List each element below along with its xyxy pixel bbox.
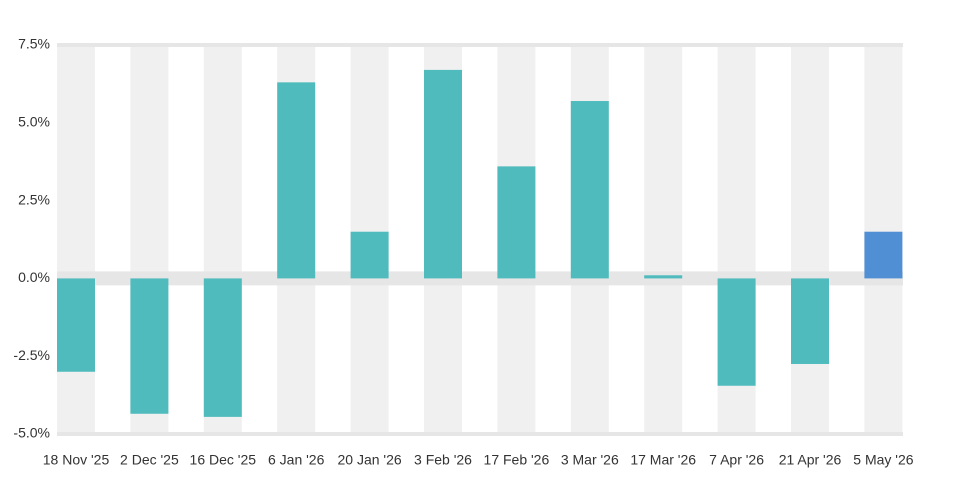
y-tick-label: -2.5% bbox=[13, 347, 50, 363]
x-tick-label: 3 Mar '26 bbox=[561, 452, 619, 468]
x-tick-label: 6 Jan '26 bbox=[268, 452, 325, 468]
x-tick-label: 5 May '26 bbox=[853, 452, 913, 468]
x-tick-label: 17 Feb '26 bbox=[484, 452, 550, 468]
x-tick-label: 18 Nov '25 bbox=[43, 452, 110, 468]
x-tick-label: 21 Apr '26 bbox=[779, 452, 842, 468]
column-stripe bbox=[57, 45, 95, 434]
x-tick-label: 3 Feb '26 bbox=[414, 452, 472, 468]
y-tick-label: -5.0% bbox=[13, 425, 50, 441]
y-tick-label: 2.5% bbox=[18, 191, 50, 207]
x-tick-label: 7 Apr '26 bbox=[709, 452, 764, 468]
bar bbox=[864, 231, 903, 279]
y-tick-label: 0.0% bbox=[18, 269, 50, 285]
x-tick-label: 20 Jan '26 bbox=[338, 452, 402, 468]
bar bbox=[350, 231, 389, 279]
bar bbox=[277, 82, 316, 279]
bar bbox=[644, 275, 683, 279]
bar bbox=[791, 278, 829, 364]
bar bbox=[130, 278, 169, 414]
bar bbox=[203, 278, 242, 417]
y-tick-label: 5.0% bbox=[18, 114, 50, 130]
x-tick-label: 16 Dec '25 bbox=[190, 452, 257, 468]
column-stripe bbox=[791, 45, 829, 434]
x-tick-label: 2 Dec '25 bbox=[120, 452, 179, 468]
bar bbox=[570, 101, 609, 279]
y-tick-label: 7.5% bbox=[18, 36, 50, 52]
bar bbox=[717, 278, 756, 386]
column-stripe bbox=[644, 45, 683, 434]
bar bbox=[424, 69, 462, 279]
bar bbox=[497, 166, 536, 279]
bar bbox=[57, 278, 95, 372]
x-tick-label: 17 Mar '26 bbox=[630, 452, 696, 468]
